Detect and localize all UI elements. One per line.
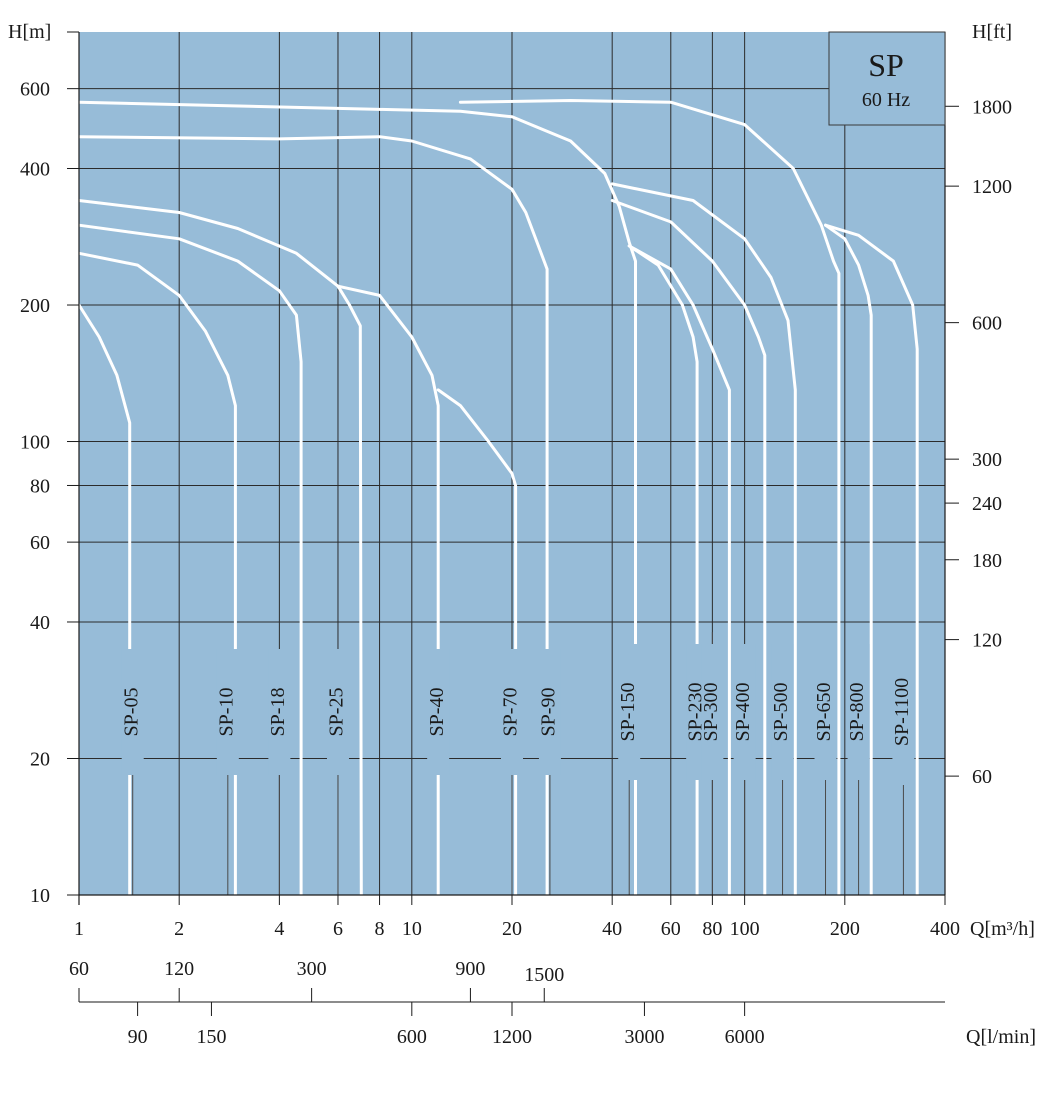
- curve-label-sp-05: SP-05: [120, 688, 142, 737]
- label-bg-sp-25: [326, 649, 349, 775]
- curve-sp-40: [336, 284, 440, 897]
- y-right-tick-label: 300: [972, 449, 1002, 471]
- x-tick-label: 200: [830, 918, 860, 940]
- curve-sp-650: [458, 99, 841, 897]
- y-right-tick-label: 180: [972, 550, 1002, 572]
- x-tick-label: 100: [730, 918, 760, 940]
- y-right-tick-label: 1200: [972, 176, 1012, 198]
- lower-secondary-tick-label: 90: [128, 1026, 148, 1048]
- x-tick-label: 80: [702, 918, 722, 940]
- curve-sp-70: [436, 388, 518, 897]
- curve-label-sp-230: SP-230: [685, 683, 707, 742]
- curve-label-sp-25: SP-25: [326, 688, 348, 737]
- upper-secondary-tick-label: 60: [69, 958, 89, 980]
- y-tick-label: 600: [20, 79, 50, 101]
- y-right-tick-label: 240: [972, 493, 1002, 515]
- curve-sp-400: [610, 199, 767, 897]
- x-tick-label: 10: [402, 918, 422, 940]
- curve-label-sp-650: SP-650: [813, 683, 835, 742]
- curve-label-sp-1100: SP-1100: [891, 678, 913, 746]
- y-tick-label: 20: [30, 748, 50, 770]
- label-bg-sp-650: [814, 644, 837, 780]
- curve-sp-150: [77, 100, 637, 897]
- label-bg-sp-400: [733, 644, 756, 780]
- curve-label-sp-300: SP-300: [700, 683, 722, 742]
- y-axis-right-unit: H[ft]: [972, 21, 1012, 43]
- secondary-axis-unit: Q[l/min]: [966, 1026, 1036, 1048]
- y-axis-left-unit: H[m]: [8, 21, 51, 43]
- curve-sp-230: [627, 244, 699, 897]
- x-tick-label: 4: [274, 918, 284, 940]
- curve-label-sp-90: SP-90: [538, 688, 560, 737]
- curve-sp-300: [627, 244, 731, 897]
- legend-subtitle: 60 Hz: [862, 89, 910, 111]
- x-tick-label: 400: [930, 918, 960, 940]
- x-tick-label: 2: [174, 918, 184, 940]
- lower-secondary-tick-label: 3000: [624, 1026, 664, 1048]
- curve-sp-800: [824, 223, 873, 897]
- upper-secondary-tick-label: 300: [297, 958, 327, 980]
- curve-sp-10: [77, 251, 237, 897]
- label-bg-sp-05: [121, 649, 144, 775]
- x-axis-unit: Q[m³/h]: [970, 918, 1035, 940]
- y-tick-label: 400: [20, 159, 50, 181]
- label-bg-sp-18: [268, 649, 291, 775]
- label-bg-sp-1100: [892, 639, 915, 785]
- label-bg-sp-70: [501, 649, 523, 775]
- x-tick-label: 60: [661, 918, 681, 940]
- pump-curves: [77, 99, 919, 897]
- curve-sp-500: [610, 182, 797, 897]
- label-bg-sp-10: [216, 649, 239, 775]
- legend-title: SP: [868, 47, 904, 83]
- x-tick-label: 1: [74, 918, 84, 940]
- y-right-tick-label: 1800: [972, 96, 1012, 118]
- y-tick-label: 40: [30, 612, 50, 634]
- legend-box: SP 60 Hz: [828, 31, 946, 126]
- upper-secondary-tick-label: 900: [455, 958, 485, 980]
- label-bg-sp-40: [427, 649, 450, 775]
- lower-secondary-tick-label: 150: [196, 1026, 226, 1048]
- label-bg-sp-500: [771, 644, 794, 780]
- curve-label-sp-18: SP-18: [267, 688, 289, 737]
- curve-labels: SP-05 SP-10 SP-18 SP-25 SP-40 SP-70 SP-90 SP-15…: [120, 639, 915, 785]
- label-bg-sp-90: [538, 649, 561, 775]
- lower-secondary-tick-label: 6000: [725, 1026, 765, 1048]
- x-tick-label: 40: [602, 918, 622, 940]
- y-tick-label: 10: [30, 885, 50, 907]
- lower-secondary-tick-label: 1200: [492, 1026, 532, 1048]
- x-tick-label: 8: [375, 918, 385, 940]
- curve-label-sp-150: SP-150: [617, 683, 639, 742]
- y-tick-label: 100: [20, 432, 50, 454]
- curve-label-sp-800: SP-800: [846, 683, 868, 742]
- y-right-tick-label: 60: [972, 766, 992, 788]
- curve-label-sp-70: SP-70: [500, 688, 522, 737]
- curve-label-sp-10: SP-10: [215, 688, 237, 737]
- upper-secondary-tick-label: 120: [164, 958, 194, 980]
- y-right-tick-label: 600: [972, 313, 1002, 335]
- curve-label-sp-500: SP-500: [770, 683, 792, 742]
- curve-label-sp-400: SP-400: [732, 683, 754, 742]
- curve-sp-05: [77, 303, 132, 897]
- x-tick-label: 6: [333, 918, 343, 940]
- curve-sp-25: [77, 199, 363, 897]
- label-bg-sp-300: [701, 644, 724, 780]
- y-right-tick-label: 120: [972, 630, 1002, 652]
- curve-sp-90: [77, 135, 549, 897]
- upper-secondary-tick-label: 1500: [524, 964, 564, 986]
- y-tick-label: 60: [30, 532, 50, 554]
- lower-secondary-tick-label: 600: [397, 1026, 427, 1048]
- legend-frame: [828, 31, 946, 126]
- curve-label-sp-40: SP-40: [426, 688, 448, 737]
- y-tick-label: 80: [30, 475, 50, 497]
- curve-sp-1100: [824, 223, 919, 897]
- x-tick-label: 20: [502, 918, 522, 940]
- label-bg-sp-800: [847, 644, 870, 780]
- label-bg-sp-150: [618, 644, 641, 780]
- y-tick-label: 200: [20, 295, 50, 317]
- axes: 1 2 4 6 8 10 20 40 60 80 100 200 400 10 20 40 60 80 100 200…: [8, 21, 1036, 1048]
- curve-sp-18: [77, 223, 303, 897]
